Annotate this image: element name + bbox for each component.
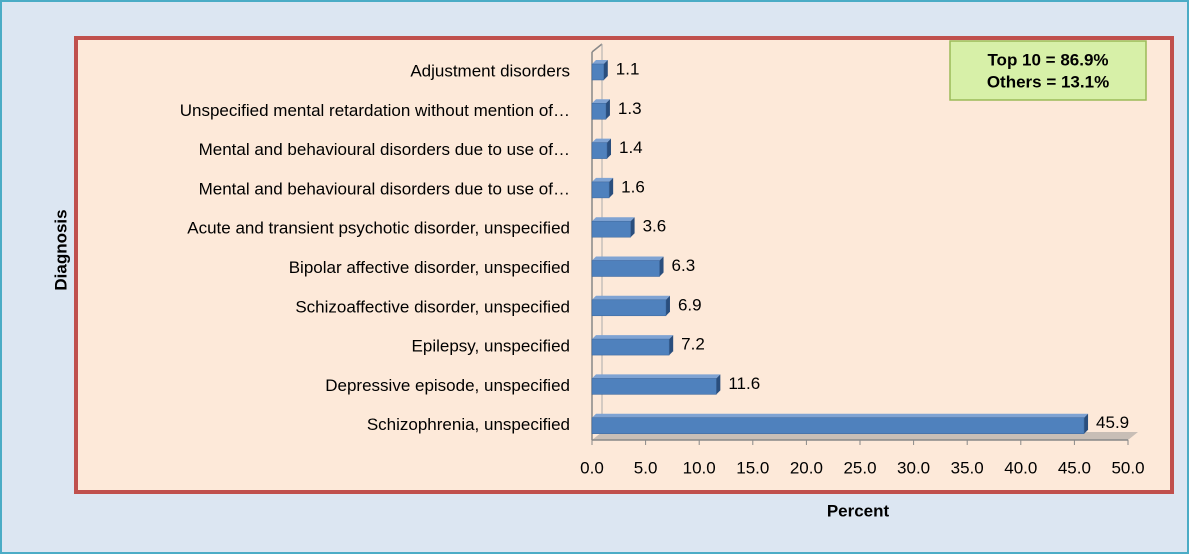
bar-top <box>592 99 610 104</box>
bar <box>591 338 670 356</box>
value-label: 1.4 <box>619 138 643 157</box>
bar <box>591 378 717 395</box>
value-label: 3.6 <box>643 217 667 236</box>
bar-side <box>605 99 610 120</box>
bar-top <box>592 138 612 143</box>
x-tick-label: 25.0 <box>843 458 876 477</box>
bar-side <box>630 217 635 238</box>
annotation-box <box>949 40 1147 101</box>
bar-top <box>592 256 664 261</box>
bar <box>591 417 1085 434</box>
y-tick-label: Mental and behavioural disorders due to … <box>199 179 570 198</box>
bar <box>591 103 607 120</box>
value-label: 11.6 <box>728 374 760 393</box>
bar-side <box>1084 413 1089 434</box>
bar-side <box>607 138 612 159</box>
bar <box>591 260 660 277</box>
x-tick-label: 20.0 <box>790 458 823 477</box>
x-tick-label: 35.0 <box>951 458 984 477</box>
y-tick-label: Schizophrenia, unspecified <box>367 415 570 434</box>
bar <box>591 142 608 159</box>
bar-side <box>659 256 664 277</box>
bar-top <box>592 60 608 64</box>
y-axis-label: Diagnosis <box>51 209 70 290</box>
y-tick-label: Acute and transient psychotic disorder, … <box>187 219 570 238</box>
bar <box>591 181 610 199</box>
x-tick-label: 0.0 <box>580 458 604 477</box>
bar-top <box>592 295 670 300</box>
value-label: 6.3 <box>672 256 696 275</box>
y-tick-label: Mental and behavioural disorders due to … <box>199 140 570 159</box>
y-tick-label: Epilepsy, unspecified <box>412 337 570 356</box>
y-tick-label: Depressive episode, unspecified <box>325 376 570 395</box>
x-tick-label: 45.0 <box>1058 458 1091 477</box>
bar-top <box>592 217 635 222</box>
bar <box>591 220 631 238</box>
x-tick-label: 50.0 <box>1111 458 1144 477</box>
x-tick-label: 30.0 <box>897 458 930 477</box>
floor <box>592 432 1138 440</box>
x-tick-label: 15.0 <box>736 458 769 477</box>
bar-side <box>716 374 721 395</box>
value-label: 6.9 <box>678 295 702 314</box>
x-tick-label: 10.0 <box>683 458 716 477</box>
y-tick-label: Unspecified mental retardation without m… <box>180 101 570 120</box>
value-label: 1.1 <box>616 59 640 78</box>
bar-side <box>609 177 614 198</box>
annotation: Top 10 = 86.9% <box>987 50 1108 69</box>
bar <box>591 299 667 317</box>
bar <box>591 63 605 81</box>
value-label: 1.6 <box>621 177 645 196</box>
bar-side <box>669 335 674 356</box>
bar-side <box>665 295 670 316</box>
bar-top <box>592 177 614 182</box>
bar-top <box>592 413 1089 418</box>
y-tick-label: Adjustment disorders <box>410 61 570 80</box>
x-tick-label: 5.0 <box>634 458 658 477</box>
bar-side <box>603 60 608 80</box>
bar-top <box>592 335 674 340</box>
bar-top <box>592 374 721 379</box>
y-tick-label: Schizoaffective disorder, unspecified <box>295 297 570 316</box>
y-tick-label: Bipolar affective disorder, unspecified <box>289 258 570 277</box>
x-axis-label: Percent <box>827 501 890 520</box>
value-label: 1.3 <box>618 99 642 118</box>
value-label: 45.9 <box>1096 413 1129 432</box>
x-tick-label: 40.0 <box>1004 458 1037 477</box>
annotation: Others = 13.1% <box>987 72 1109 91</box>
value-label: 7.2 <box>681 335 705 354</box>
axis-depth <box>591 43 603 53</box>
